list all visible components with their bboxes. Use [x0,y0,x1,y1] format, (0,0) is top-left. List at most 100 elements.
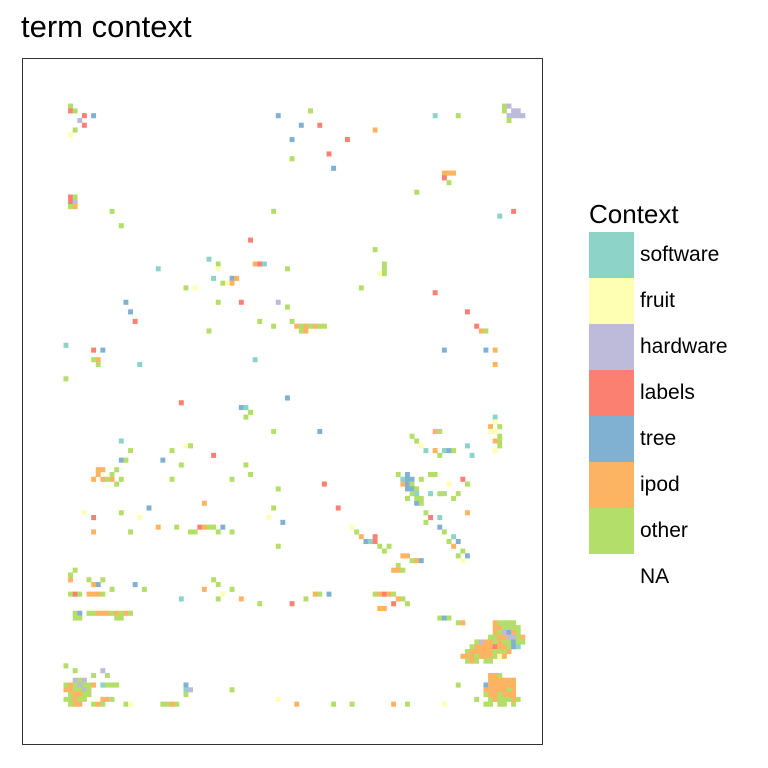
heatmap-cell [488,634,493,640]
heatmap-cell [358,534,364,540]
heatmap-cell [506,687,512,693]
heatmap-cell [400,476,406,482]
heatmap-cell [86,591,92,597]
heatmap-cell [243,414,249,420]
heatmap-cell [497,639,503,645]
heatmap-cell [77,117,83,123]
heatmap-cell [77,615,83,621]
heatmap-cell [492,448,498,454]
heatmap-cell [257,261,263,267]
heatmap-cell [63,687,69,693]
heatmap-cell [511,701,517,707]
heatmap-cell [497,696,503,702]
heatmap-cell [68,682,73,688]
legend-swatch [589,232,634,278]
heatmap-cell [285,395,290,401]
heatmap-cell [492,347,498,353]
heatmap-cell [474,644,480,650]
heatmap-cell [215,529,221,535]
heatmap-cell [68,103,73,109]
heatmap-cell [225,280,230,286]
heatmap-cell [497,620,503,626]
heatmap-cell [118,438,124,444]
heatmap-cell [460,620,466,626]
heatmap-cell [492,687,498,693]
heatmap-cell [492,672,498,679]
heatmap-cell [506,625,512,631]
heatmap-cell [160,457,166,463]
heatmap-cell [423,519,429,525]
heatmap-cell [501,696,507,702]
heatmap-cell [377,591,383,597]
heatmap-cell [229,280,235,286]
heatmap-cell [386,591,392,597]
heatmap-cell [515,696,521,702]
heatmap-cell [183,682,189,688]
heatmap-cell [109,586,115,592]
heatmap-cell [497,644,503,650]
heatmap-cell [414,558,420,564]
heatmap-cell [128,701,133,707]
heatmap-cell [211,577,217,583]
heatmap-cell [511,208,517,214]
heatmap-cell [123,701,129,707]
heatmap-cell [81,696,87,702]
heatmap-cell [211,275,217,281]
heatmap-cell [515,625,521,631]
heatmap-cell [506,677,512,683]
heatmap-cell [95,467,101,473]
heatmap-cell [497,701,503,707]
heatmap-cell [478,644,484,650]
heatmap-cell [520,113,526,119]
heatmap-cell [492,629,498,635]
heatmap-cell [211,452,217,458]
heatmap-cell [446,448,452,454]
heatmap-cell [118,223,124,229]
heatmap-cell [381,271,387,277]
heatmap-cell [455,491,461,497]
heatmap-cell [465,309,470,315]
legend-item: ipod [589,462,759,508]
heatmap-cell [68,701,73,707]
heatmap-cell [501,701,507,707]
heatmap-cell [289,318,295,324]
heatmap-cell [192,285,198,291]
heatmap-cell [335,505,341,511]
heatmap-cell [418,495,424,501]
heatmap-cell [446,481,452,487]
heatmap-cell [492,644,498,650]
heatmap-cell [275,696,281,702]
heatmap-cell [501,629,507,635]
heatmap-cell [497,634,503,640]
heatmap-cell [289,601,295,607]
heatmap-cell [501,653,507,659]
heatmap-cell [460,653,466,659]
heatmap-cell [474,653,480,659]
heatmap-cell [298,328,304,334]
heatmap-cell [91,682,97,688]
heatmap-cell [72,610,78,616]
heatmap-cell [446,170,452,176]
heatmap-cell [501,634,507,640]
heatmap-cell [137,515,143,521]
heatmap-cell [105,610,110,616]
heatmap-cell [391,701,397,707]
heatmap-cell [492,682,498,688]
heatmap-cell [451,495,457,501]
heatmap-cell [248,409,253,415]
heatmap-cell [114,481,120,487]
heatmap-cell [178,462,184,468]
heatmap-cell [372,127,378,133]
heatmap-cell [215,299,221,305]
heatmap-cell [266,515,272,521]
heatmap-cell [63,682,69,688]
heatmap-cell [409,486,415,492]
heatmap-cell [441,347,447,353]
heatmap-cell [118,610,124,616]
heatmap-cell [405,495,410,501]
heatmap-cell [257,601,263,607]
heatmap-cell [317,591,323,597]
heatmap-cell [238,299,244,305]
heatmap-cell [501,687,507,693]
heatmap-cell [271,428,277,434]
